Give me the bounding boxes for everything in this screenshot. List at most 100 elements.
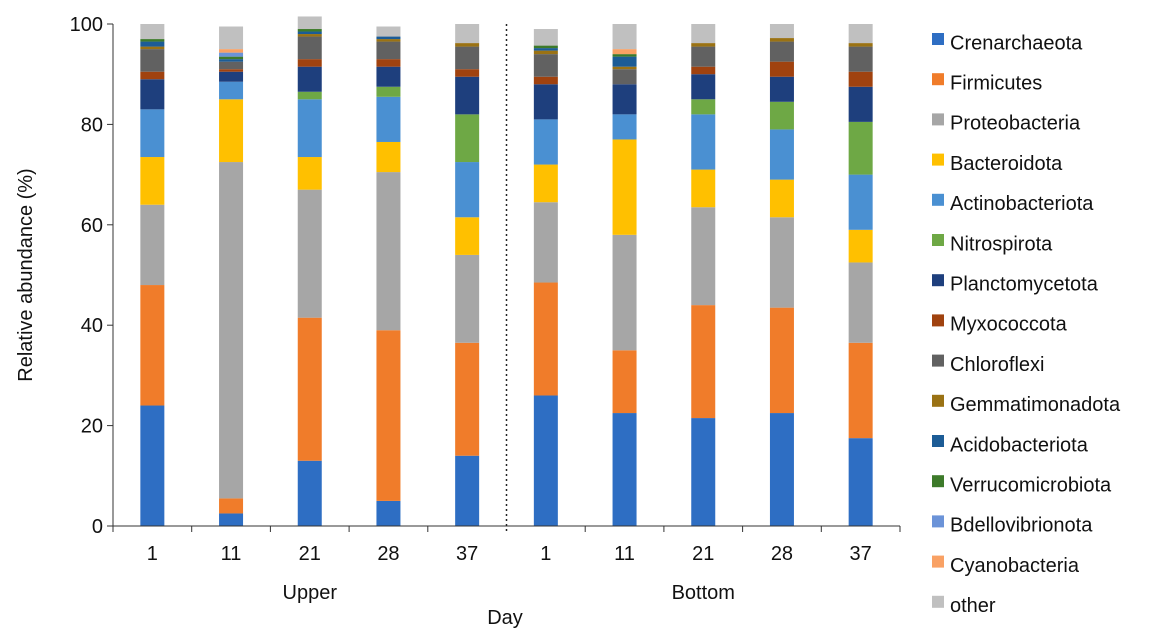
bar-segment-actinobacteriota <box>140 109 165 158</box>
bar-segment-myxococcota <box>140 71 165 80</box>
x-tick-label: 37 <box>456 543 478 565</box>
bar-segment-firmicutes <box>769 307 794 414</box>
bar-segment-acidobacteriota <box>612 56 637 67</box>
legend: Crenarchaeota Firmicutes Proteobacteria Bac… <box>932 32 1121 617</box>
legend-swatch <box>932 555 944 568</box>
bar-segment-planctomycetota <box>376 66 401 87</box>
bar-segment-cyanobacteria <box>219 49 244 53</box>
bar-segment-bacteroidota <box>769 179 794 218</box>
bar-segment-nitrospirota <box>848 121 873 175</box>
bar-segment-proteobacteria <box>455 254 480 343</box>
bars-layer <box>140 16 873 526</box>
bar-segment-chloroflexi <box>612 69 637 85</box>
x-tick-label: 37 <box>850 543 872 565</box>
legend-swatch <box>932 234 944 246</box>
bar-segment-planctomycetota <box>297 66 322 92</box>
x-tick-label: 11 <box>614 543 635 565</box>
legend-label: Proteobacteria <box>950 113 1081 135</box>
bar-segment-bacteroidota <box>691 169 716 208</box>
x-tick-label: 1 <box>147 543 158 565</box>
legend-label: Bdellovibrionota <box>950 515 1093 537</box>
bar-segment-firmicutes <box>848 342 873 439</box>
bar-segment-gemmatimonadota <box>691 43 716 47</box>
bar-segment-myxococcota <box>533 76 558 85</box>
bar-segment-proteobacteria <box>219 162 244 499</box>
bar-segment-nitrospirota <box>769 101 794 130</box>
x-tick-label: 21 <box>299 543 321 565</box>
bar-segment-firmicutes <box>219 498 244 514</box>
bar-segment-acidobacteriota <box>219 59 244 62</box>
bar-segment-other <box>769 24 794 39</box>
bar-segment-bacteroidota <box>140 157 165 205</box>
bar-segment-actinobacteriota <box>612 114 637 140</box>
bar-segment-gemmatimonadota <box>455 43 480 47</box>
group-label-bottom: Bottom <box>672 582 735 604</box>
bar-segment-cyanobacteria <box>612 49 637 55</box>
bar-segment-proteobacteria <box>297 189 322 318</box>
bar-segment-verrucomicrobiota <box>140 39 165 42</box>
legend-swatch <box>932 73 944 86</box>
bar-segment-myxococcota <box>297 59 322 67</box>
bar-segment-nitrospirota <box>455 114 480 163</box>
bar-segment-acidobacteriota <box>376 36 401 40</box>
y-tick-label: 0 <box>92 516 103 538</box>
legend-label: Acidobacteriota <box>950 434 1089 456</box>
bar-segment-proteobacteria <box>533 202 558 283</box>
bar-segment-myxococcota <box>691 66 716 75</box>
bar-segment-planctomycetota <box>533 84 558 120</box>
bar-segment-firmicutes <box>455 342 480 456</box>
bar-segment-verrucomicrobiota <box>297 29 322 32</box>
bar-segment-gemmatimonadota <box>848 43 873 47</box>
bar-segment-actinobacteriota <box>376 96 401 142</box>
legend-swatch <box>932 435 944 447</box>
x-tick-label: 28 <box>377 543 399 565</box>
bar-segment-chloroflexi <box>297 36 322 60</box>
bar-segment-planctomycetota <box>848 86 873 122</box>
bar-segment-gemmatimonadota <box>533 50 558 55</box>
bar-segment-other <box>691 24 716 44</box>
bar-segment-planctomycetota <box>219 71 244 82</box>
bar-segment-nitrospirota <box>297 91 322 100</box>
legend-label: Myxococcota <box>950 314 1068 336</box>
legend-swatch <box>932 314 944 327</box>
bar-segment-actinobacteriota <box>848 174 873 230</box>
bar-segment-gemmatimonadota <box>612 66 637 70</box>
bar-segment-myxococcota <box>769 61 794 77</box>
bar-segment-firmicutes <box>376 330 401 501</box>
bar-segment-chloroflexi <box>848 46 873 72</box>
legend-label: other <box>950 595 996 617</box>
bar-segment-bacteroidota <box>533 164 558 203</box>
bar-segment-other <box>297 16 322 30</box>
legend-label: Bacteroidota <box>950 153 1063 175</box>
legend-swatch <box>932 394 944 407</box>
bar-segment-actinobacteriota <box>219 81 244 100</box>
bar-segment-firmicutes <box>612 350 637 414</box>
bar-segment-chloroflexi <box>376 41 401 60</box>
bar-segment-acidobacteriota <box>533 48 558 51</box>
bar-segment-planctomycetota <box>140 79 165 110</box>
bar-segment-chloroflexi <box>691 46 716 67</box>
legend-swatch <box>932 515 944 528</box>
bar-segment-actinobacteriota <box>297 99 322 158</box>
legend-label: Planctomycetota <box>950 273 1099 295</box>
bar-segment-firmicutes <box>691 305 716 419</box>
bar-segment-myxococcota <box>455 69 480 77</box>
bar-segment-planctomycetota <box>612 84 637 115</box>
bar-segment-other <box>455 24 480 44</box>
bar-segment-proteobacteria <box>140 204 165 286</box>
bar-segment-verrucomicrobiota <box>533 45 558 49</box>
bar-segment-gemmatimonadota <box>376 39 401 42</box>
bar-segment-crenarchaeota <box>848 438 873 526</box>
bar-segment-chloroflexi <box>769 41 794 62</box>
legend-label: Nitrospirota <box>950 233 1053 255</box>
bar-segment-acidobacteriota <box>140 41 165 47</box>
bar-segment-crenarchaeota <box>376 500 401 526</box>
bar-segment-firmicutes <box>297 317 322 461</box>
legend-label: Verrucomicrobiota <box>950 474 1112 496</box>
bar-segment-planctomycetota <box>691 74 716 100</box>
bar-segment-bacteroidota <box>455 217 480 255</box>
y-tick-label: 20 <box>81 416 103 438</box>
y-tick-label: 80 <box>81 114 103 136</box>
bar-segment-other <box>848 24 873 44</box>
